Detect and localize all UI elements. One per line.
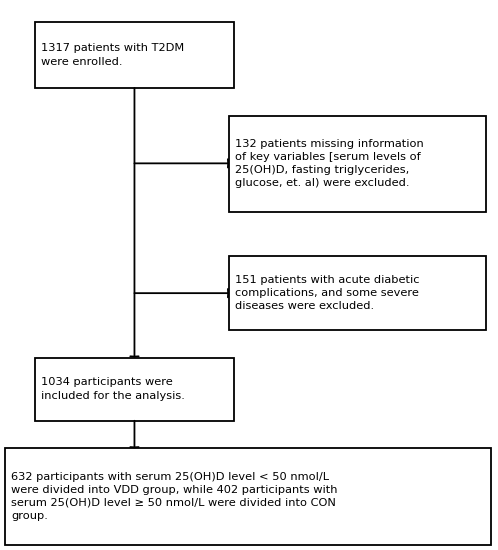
FancyBboxPatch shape [35,22,234,88]
FancyBboxPatch shape [5,448,491,544]
FancyBboxPatch shape [229,256,486,330]
FancyBboxPatch shape [229,116,486,212]
Text: 132 patients missing information
of key variables [serum levels of
25(OH)D, fast: 132 patients missing information of key … [235,139,424,189]
Text: 1317 patients with T2DM
were enrolled.: 1317 patients with T2DM were enrolled. [41,43,184,67]
Text: 632 participants with serum 25(OH)D level < 50 nmol/L
were divided into VDD grou: 632 participants with serum 25(OH)D leve… [11,471,338,521]
Text: 151 patients with acute diabetic
complications, and some severe
diseases were ex: 151 patients with acute diabetic complic… [235,274,419,311]
FancyBboxPatch shape [35,358,234,421]
Text: 1034 participants were
included for the analysis.: 1034 participants were included for the … [41,377,185,401]
